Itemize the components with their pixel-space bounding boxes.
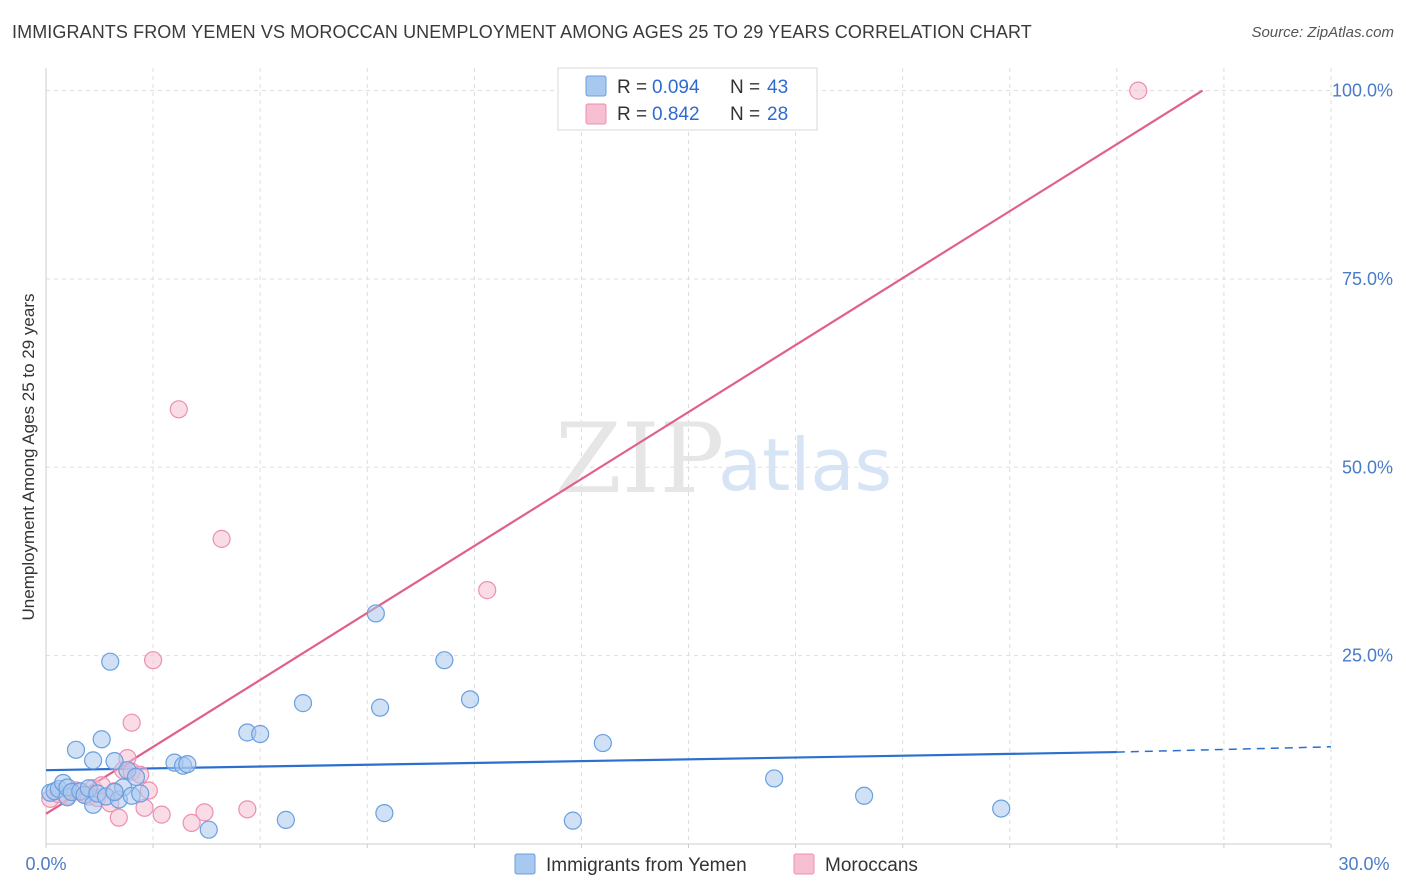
watermark: ZIP atlas — [555, 403, 892, 515]
yemen-point — [92, 730, 111, 749]
moroccans-point — [109, 808, 128, 827]
moroccans-trend-line — [45, 89, 1204, 815]
yemen-point — [593, 733, 612, 753]
yemen-trend-extension — [1116, 746, 1332, 753]
legend-swatch-yemen — [585, 75, 607, 97]
yemen-point — [251, 724, 270, 744]
yemen-point — [84, 751, 103, 770]
moroccans-point — [212, 529, 231, 548]
legend-n-value-1: 43 — [767, 77, 788, 98]
yemen-point — [992, 799, 1011, 818]
moroccans-point — [169, 400, 188, 419]
legend-r-label-1: R = — [617, 77, 647, 98]
yemen-point — [435, 651, 454, 670]
yemen-point — [276, 810, 295, 829]
legend-n-label-2: N = — [730, 104, 760, 125]
y-tick-labels: 25.0% 50.0% 75.0% 100.0% — [1332, 81, 1393, 666]
legend-r-label-2: R = — [617, 104, 647, 125]
bottom-legend-swatch-moroccans — [793, 853, 815, 875]
yemen-point — [66, 740, 86, 759]
moroccans-point — [478, 581, 497, 600]
bottom-legend-swatch-yemen — [514, 853, 536, 875]
y-tick-label: 25.0% — [1342, 646, 1393, 666]
moroccans-point — [143, 651, 163, 670]
moroccans-point — [195, 803, 214, 822]
yemen-point — [105, 782, 124, 802]
watermark-zip: ZIP — [555, 403, 724, 515]
yemen-point — [293, 694, 313, 713]
chart-title: IMMIGRANTS FROM YEMEN VS MOROCCAN UNEMPL… — [12, 22, 1032, 42]
y-tick-label: 50.0% — [1342, 457, 1393, 477]
moroccans-point — [152, 805, 171, 824]
yemen-point — [366, 604, 385, 623]
legend-n-label-1: N = — [730, 77, 760, 98]
yemen-point — [375, 804, 394, 823]
series-legend: Immigrants from Yemen Moroccans — [514, 853, 918, 876]
source-credit: Source: ZipAtlas.com — [1251, 24, 1394, 41]
axes — [45, 68, 1332, 848]
yemen-point — [855, 786, 874, 805]
moroccans-point — [238, 800, 257, 819]
yemen-point — [178, 755, 197, 774]
yemen-point — [563, 811, 582, 830]
correlation-legend: R = 0.094 N = 43 R = 0.842 N = 28 — [557, 67, 818, 131]
yemen-point — [199, 820, 218, 839]
y-tick-label: 75.0% — [1342, 269, 1393, 289]
legend-r-value-2: 0.842 — [652, 104, 700, 125]
moroccans-point — [122, 713, 141, 732]
yemen-point — [101, 652, 120, 671]
yemen-point — [765, 769, 784, 788]
y-axis-label: Unemployment Among Ages 25 to 29 years — [19, 294, 38, 621]
bottom-legend-label-moroccans: Moroccans — [825, 855, 918, 876]
trend-lines — [45, 89, 1332, 815]
yemen-point — [131, 784, 150, 803]
bottom-legend-label-yemen: Immigrants from Yemen — [546, 855, 747, 876]
yemen-point — [105, 752, 124, 771]
yemen-point — [371, 698, 390, 717]
watermark-atlas: atlas — [718, 423, 892, 507]
legend-r-value-1: 0.094 — [652, 77, 700, 98]
yemen-point — [126, 767, 146, 787]
x-tick-labels: 0.0% 30.0% — [25, 854, 1389, 874]
yemen-point — [460, 690, 480, 709]
legend-swatch-moroccans — [585, 103, 607, 125]
moroccans-point — [182, 813, 201, 833]
moroccans-point — [1129, 81, 1148, 100]
yemen-points — [41, 604, 1011, 839]
y-tick-label: 100.0% — [1332, 81, 1393, 101]
x-tick-label: 30.0% — [1338, 854, 1389, 874]
x-tick-label: 0.0% — [25, 854, 66, 874]
yemen-trend-line — [45, 750, 1117, 772]
legend-n-value-2: 28 — [767, 104, 788, 125]
